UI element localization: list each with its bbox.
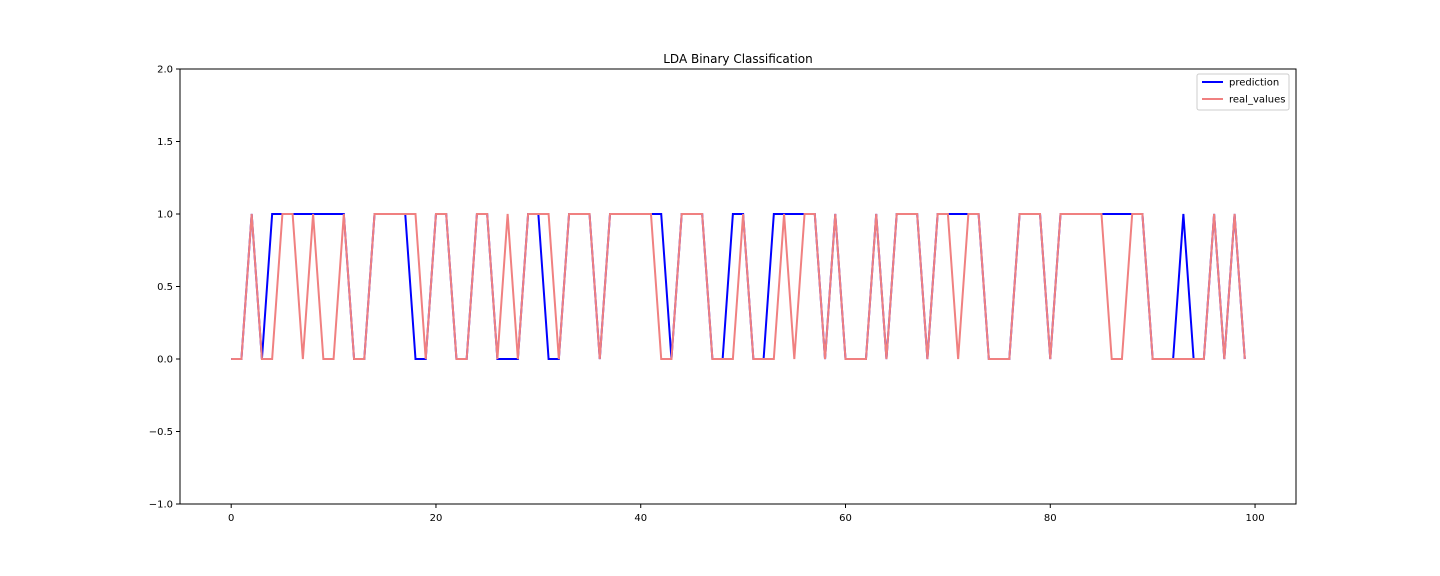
y-tick-label: 1.5 [157, 137, 173, 148]
legend: prediction real_values [1196, 73, 1290, 111]
x-tick-label: 0 [228, 513, 234, 524]
x-tick-label: 100 [1245, 513, 1264, 524]
x-tick-label: 20 [430, 513, 443, 524]
x-axis: 0 20 40 60 80 100 [228, 504, 1265, 524]
y-axis: −1.0 −0.5 0.0 0.5 1.0 1.5 2.0 [149, 65, 180, 511]
x-tick-label: 80 [1044, 513, 1057, 524]
legend-label-real_values: real_values [1229, 95, 1285, 106]
series-line-real_values [231, 213, 1246, 360]
y-tick-label: −0.5 [149, 427, 173, 438]
y-tick-label: 2.0 [157, 65, 173, 76]
chart-title: LDA Binary Classification [663, 52, 813, 66]
plot-lines [231, 213, 1246, 360]
x-tick-label: 60 [839, 513, 852, 524]
legend-label-prediction: prediction [1229, 78, 1279, 89]
y-tick-label: −1.0 [149, 500, 173, 511]
y-tick-label: 1.0 [157, 210, 173, 221]
y-tick-label: 0.5 [157, 282, 173, 293]
x-tick-label: 40 [634, 513, 647, 524]
y-tick-label: 0.0 [157, 355, 173, 366]
